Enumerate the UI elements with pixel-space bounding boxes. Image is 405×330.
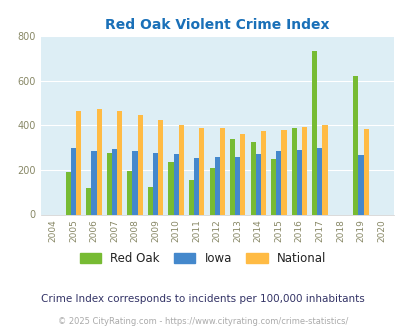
Bar [311, 51, 317, 214]
Bar [230, 139, 234, 214]
Bar [317, 148, 322, 214]
Bar [112, 149, 117, 214]
Bar [188, 180, 194, 214]
Bar [358, 155, 362, 214]
Bar [66, 172, 71, 215]
Bar [96, 109, 101, 214]
Bar [117, 111, 122, 214]
Bar [271, 159, 275, 214]
Bar [219, 128, 224, 214]
Bar [147, 187, 153, 214]
Bar [352, 77, 358, 215]
Bar [158, 120, 163, 214]
Bar [76, 111, 81, 214]
Bar [199, 128, 204, 214]
Bar [209, 168, 214, 215]
Bar [194, 158, 199, 214]
Bar [296, 150, 301, 214]
Bar [168, 162, 173, 214]
Bar [153, 153, 158, 214]
Bar [91, 151, 96, 214]
Bar [107, 153, 112, 214]
Bar [260, 131, 265, 214]
Bar [234, 157, 240, 214]
Bar [322, 125, 327, 214]
Bar [250, 142, 255, 214]
Bar [132, 151, 137, 214]
Bar [86, 188, 91, 214]
Bar [240, 134, 245, 214]
Text: Crime Index corresponds to incidents per 100,000 inhabitants: Crime Index corresponds to incidents per… [41, 294, 364, 304]
Bar [214, 157, 219, 214]
Bar [173, 154, 178, 214]
Bar [255, 154, 260, 214]
Bar [291, 128, 296, 214]
Legend: Red Oak, Iowa, National: Red Oak, Iowa, National [75, 247, 330, 270]
Bar [137, 115, 143, 214]
Bar [301, 126, 306, 214]
Bar [362, 129, 368, 214]
Bar [281, 130, 286, 214]
Bar [71, 148, 76, 214]
Text: © 2025 CityRating.com - https://www.cityrating.com/crime-statistics/: © 2025 CityRating.com - https://www.city… [58, 317, 347, 326]
Bar [127, 171, 132, 214]
Bar [275, 151, 281, 214]
Title: Red Oak Violent Crime Index: Red Oak Violent Crime Index [105, 18, 328, 32]
Bar [178, 125, 183, 214]
